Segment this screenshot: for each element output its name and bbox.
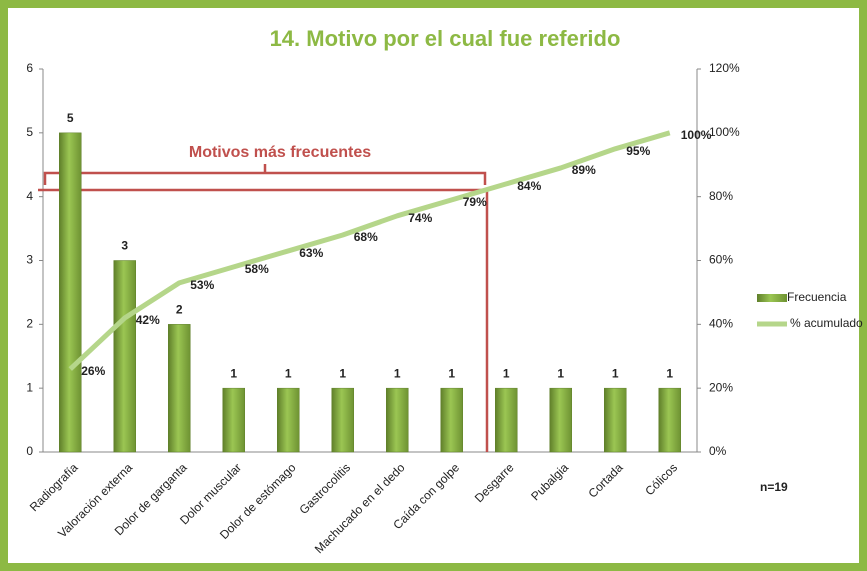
y-tick-label: 0 [26, 444, 33, 458]
y2-tick-label: 60% [709, 253, 733, 267]
bar [113, 260, 136, 453]
x-tick-label: Gastrocolitis [297, 460, 354, 517]
cumulative-line [68, 130, 671, 371]
bar-label: 1 [612, 366, 619, 380]
y-tick-label: 1 [26, 380, 33, 394]
annotation: n=19 [760, 480, 788, 494]
y2-tick-label: 40% [709, 317, 733, 331]
legend-label: Frecuencia [787, 290, 847, 304]
line-label: 53% [190, 278, 214, 292]
y-tick-label: 3 [26, 253, 33, 267]
line-label: 84% [517, 179, 541, 193]
line-label: 68% [354, 230, 378, 244]
bar-label: 5 [67, 111, 74, 125]
x-tick-label: Cortada [586, 460, 626, 500]
y-tick-label: 2 [26, 317, 33, 331]
x-tick-label: Desgarre [472, 460, 517, 505]
line-label: 79% [463, 195, 487, 209]
bar [331, 387, 354, 453]
bar [658, 387, 681, 453]
line-label: 89% [572, 163, 596, 177]
bar-label: 1 [339, 366, 346, 380]
annotation: Motivos más frecuentes [189, 144, 371, 161]
bar [59, 132, 82, 453]
bar-label: 2 [176, 303, 183, 317]
y-tick-label: 4 [26, 189, 33, 203]
bar [222, 387, 245, 453]
y-tick-label: 5 [26, 125, 33, 139]
bar [440, 387, 463, 453]
bar-label: 1 [394, 366, 401, 380]
bar-label: 3 [121, 239, 128, 253]
line-label: 74% [408, 211, 432, 225]
x-tick-label: Radiografía [27, 460, 81, 514]
x-tick-label: Pubalgia [528, 460, 571, 503]
line-label: 63% [299, 246, 323, 260]
bar [604, 387, 627, 453]
bar [277, 387, 300, 453]
line-label: 95% [626, 144, 650, 158]
bar-label: 1 [557, 366, 564, 380]
y2-tick-label: 100% [709, 125, 740, 139]
bar-label: 1 [448, 366, 455, 380]
bar [549, 387, 572, 453]
line-label: 42% [136, 313, 160, 327]
x-tick-label: Cólicos [642, 460, 680, 498]
y2-tick-label: 0% [709, 444, 727, 458]
bar [386, 387, 409, 453]
bar-label: 1 [666, 366, 673, 380]
legend-swatch [757, 294, 787, 302]
x-tick-label: Machucado en el dedo [312, 460, 408, 556]
bar-label: 1 [230, 366, 237, 380]
y2-tick-label: 20% [709, 380, 733, 394]
y-tick-label: 6 [26, 61, 33, 75]
bar-label: 1 [503, 366, 510, 380]
bar-label: 1 [285, 366, 292, 380]
y2-tick-label: 80% [709, 189, 733, 203]
line-label: 100% [681, 128, 712, 142]
bar [495, 387, 518, 453]
line-label: 26% [81, 364, 105, 378]
legend-label: % acumulado [790, 316, 863, 330]
y2-tick-label: 120% [709, 61, 740, 75]
line-label: 58% [245, 262, 269, 276]
chart-title: 14. Motivo por el cual fue referido [270, 26, 621, 51]
bar [168, 324, 191, 453]
bracket [43, 164, 487, 185]
